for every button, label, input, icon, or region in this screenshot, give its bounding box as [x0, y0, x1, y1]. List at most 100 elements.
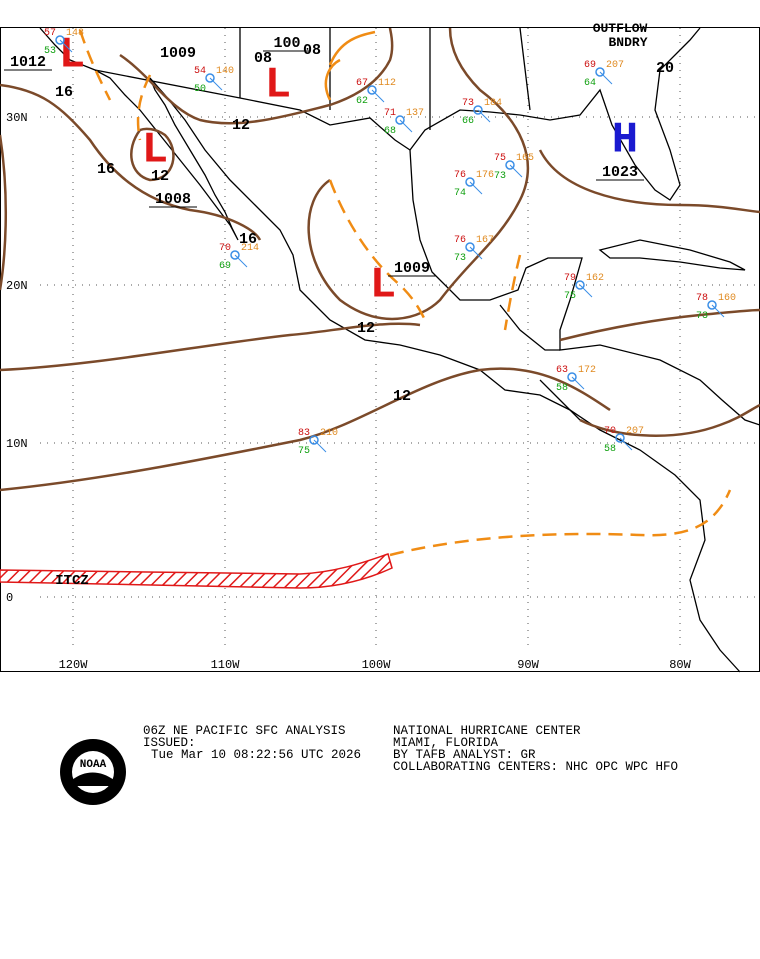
station-temp: 71	[384, 108, 396, 119]
lat-label: 0	[6, 591, 13, 605]
station-temp: 70	[219, 243, 231, 254]
station-marker	[567, 372, 577, 382]
station-marker	[205, 73, 215, 83]
wind-barb	[234, 254, 248, 268]
station-pressure: 140	[216, 66, 234, 77]
station-temp: 79	[564, 273, 576, 284]
station-temp: 76	[454, 170, 466, 181]
wind-barb	[209, 77, 223, 91]
footer-text: NATIONAL HURRICANE CENTER	[393, 724, 581, 738]
station-pressure: 137	[406, 108, 424, 119]
station-pressure: 214	[241, 243, 259, 254]
station-pressure: 176	[476, 170, 494, 181]
pressure-center-symbol: H	[612, 116, 638, 166]
pressure-center-symbol: L	[142, 126, 168, 176]
feature-label: BNDRY	[608, 35, 647, 50]
isobar-label: 12	[232, 117, 250, 134]
isobar-label: 1009	[160, 45, 196, 62]
wind-barb	[399, 119, 413, 133]
feature-label: ITCZ	[55, 573, 89, 589]
station-dew: 58	[604, 444, 616, 455]
pressure-center-label: 1008	[155, 191, 191, 208]
station-temp: 73	[462, 98, 474, 109]
station-dew: 62	[356, 96, 368, 107]
wind-barb	[579, 284, 593, 298]
station-dew: 75	[298, 446, 310, 457]
pressure-center-symbol: L	[265, 61, 291, 111]
station-pressure: 207	[626, 426, 644, 437]
station-pressure: 210	[320, 428, 338, 439]
footer-text: BY TAFB ANALYST: GR	[393, 748, 536, 762]
lon-label: 120W	[59, 658, 89, 672]
station-pressure: 165	[516, 153, 534, 164]
wind-barb	[371, 89, 385, 103]
pressure-center-label: 1023	[602, 164, 638, 181]
wind-barb	[599, 71, 613, 85]
isobar-label: 12	[393, 388, 411, 405]
station-temp: 57	[44, 28, 56, 39]
station-dew: 66	[462, 116, 474, 127]
footer-text: ISSUED:	[143, 736, 196, 750]
pressure-center-label: 100	[273, 35, 300, 52]
wind-barb	[477, 109, 491, 123]
pressure-center-label: 1012	[10, 54, 46, 71]
pressure-center-label: 1009	[394, 260, 430, 277]
graticule	[40, 28, 760, 650]
station-pressure: 148	[66, 28, 84, 39]
station-dew: 58	[556, 383, 568, 394]
station-dew: 73	[454, 253, 466, 264]
station-dew: 74	[454, 188, 466, 199]
station-pressure: 112	[378, 78, 396, 89]
station-dew: 73	[696, 311, 708, 322]
isobar-label: 16	[97, 161, 115, 178]
wind-barb	[619, 437, 633, 451]
station-marker	[309, 435, 319, 445]
station-marker	[595, 67, 605, 77]
isobar-label: 08	[303, 42, 321, 59]
station-dew: 68	[384, 126, 396, 137]
station-marker	[465, 242, 475, 252]
station-pressure: 207	[606, 60, 624, 71]
station-marker	[473, 105, 483, 115]
lon-label: 100W	[362, 658, 392, 672]
station-temp: 54	[194, 66, 206, 77]
lon-label: 110W	[211, 658, 241, 672]
footer-text: MIAMI, FLORIDA	[393, 736, 499, 750]
isobar-label: 16	[55, 84, 73, 101]
station-dew: 75	[564, 291, 576, 302]
lon-label: 80W	[669, 658, 691, 672]
station-temp: 70	[604, 426, 616, 437]
isobars	[0, 27, 760, 492]
itcz	[0, 553, 393, 589]
station-pressure: 172	[578, 365, 596, 376]
wind-barb	[509, 164, 523, 178]
wind-barb	[469, 181, 483, 195]
station-marker	[230, 250, 240, 260]
isobar-label: 08	[254, 50, 272, 67]
station-marker	[505, 160, 515, 170]
station-dew: 50	[194, 84, 206, 95]
station-dew: 64	[584, 78, 596, 89]
station-pressure: 160	[718, 293, 736, 304]
lat-label: 20N	[6, 279, 28, 293]
isobar-label: 20	[656, 60, 674, 77]
pressure-center-symbol: L	[370, 261, 396, 311]
station-marker	[55, 35, 65, 45]
troughs	[78, 29, 732, 557]
wind-barb	[59, 39, 73, 53]
wind-barb	[711, 304, 725, 318]
lat-label: 30N	[6, 111, 28, 125]
station-marker	[615, 433, 625, 443]
station-temp: 63	[556, 365, 568, 376]
station-temp: 67	[356, 78, 368, 89]
isobar-label: 12	[151, 168, 169, 185]
station-marker	[707, 300, 717, 310]
wind-barb	[469, 246, 483, 260]
footer-text: 06Z NE PACIFIC SFC ANALYSIS	[143, 724, 346, 738]
station-pressure: 162	[586, 273, 604, 284]
logo-text: NOAA	[80, 759, 107, 771]
station-temp: 75	[494, 153, 506, 164]
lat-label: 10N	[6, 437, 28, 451]
